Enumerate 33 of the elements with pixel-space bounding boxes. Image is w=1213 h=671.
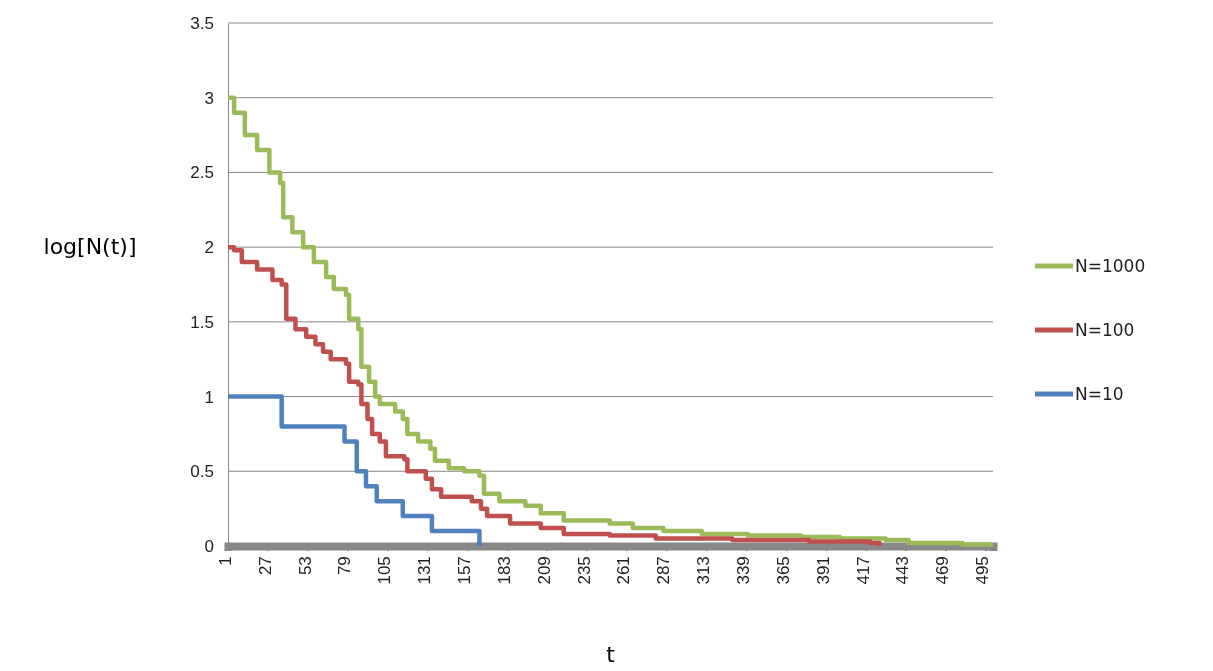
y-tick-label: 2 (204, 238, 214, 258)
x-tick-label: 1 (215, 556, 235, 566)
y-tick-label: 3 (204, 88, 214, 108)
legend-label: N=10 (1075, 384, 1124, 404)
x-tick-label: 469 (933, 556, 953, 585)
y-tick-label: 0.5 (190, 462, 214, 482)
x-tick-label: 365 (773, 556, 793, 585)
x-tick-label: 495 (973, 556, 993, 585)
y-tick-label: 3.5 (190, 13, 214, 33)
x-tick-label: 391 (813, 556, 833, 585)
y-tick-label: 0 (204, 536, 214, 556)
x-tick-label: 105 (375, 556, 395, 585)
y-axis-title: log[N(t)] (43, 234, 137, 259)
x-tick-label: 443 (893, 556, 913, 585)
x-tick-label: 287 (654, 556, 674, 585)
x-axis-title: t (606, 642, 616, 667)
x-tick-label: 157 (455, 556, 475, 585)
x-tick-label: 27 (255, 556, 275, 576)
legend-label: N=100 (1075, 320, 1135, 340)
x-tick-label: 79 (335, 556, 355, 576)
x-tick-label: 235 (574, 556, 594, 585)
x-tick-label: 209 (534, 556, 554, 585)
x-tick-label: 53 (295, 556, 315, 576)
y-tick-label: 2.5 (190, 163, 214, 183)
x-tick-label: 313 (694, 556, 714, 585)
y-tick-label: 1.5 (190, 312, 214, 332)
x-tick-label: 417 (853, 556, 873, 585)
x-tick-label: 131 (415, 556, 435, 585)
x-tick-label: 261 (614, 556, 634, 585)
x-tick-label: 339 (734, 556, 754, 585)
x-tick-label: 183 (494, 556, 514, 585)
y-tick-label: 1 (204, 387, 214, 407)
legend-label: N=1000 (1075, 256, 1146, 276)
